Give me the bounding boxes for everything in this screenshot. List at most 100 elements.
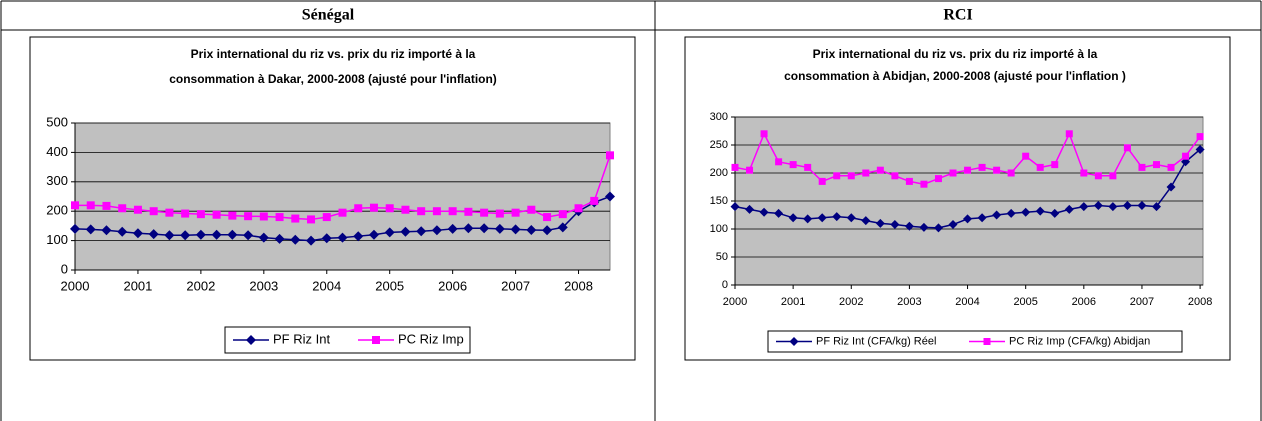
chart-title: Prix international du riz vs. prix du ri…	[813, 47, 1098, 61]
marker	[1036, 163, 1044, 171]
marker	[934, 175, 942, 183]
marker	[211, 229, 222, 240]
marker	[1035, 206, 1045, 216]
marker	[290, 234, 301, 245]
marker	[417, 207, 426, 216]
chart-title: consommation à Abidjan, 2000-2008 (ajust…	[784, 69, 1126, 83]
marker	[759, 207, 769, 217]
marker	[543, 213, 552, 222]
marker	[368, 229, 379, 240]
marker	[1050, 208, 1060, 218]
x-tick-label: 2001	[781, 296, 805, 308]
x-tick-label: 2004	[312, 278, 341, 293]
marker	[833, 172, 841, 180]
y-tick-label: 200	[46, 203, 68, 218]
marker	[1022, 152, 1030, 160]
marker	[321, 233, 332, 244]
marker	[385, 204, 394, 213]
marker	[606, 151, 614, 160]
y-tick-label: 200	[710, 167, 728, 179]
marker	[132, 228, 143, 239]
marker	[164, 230, 175, 241]
marker	[322, 213, 331, 222]
x-tick-label: 2007	[501, 278, 530, 293]
marker	[861, 216, 871, 226]
marker	[745, 204, 755, 214]
marker	[246, 335, 256, 345]
x-tick-label: 2004	[955, 296, 979, 308]
marker	[384, 227, 395, 238]
marker	[558, 210, 567, 219]
legend-label: PC Riz Imp (CFA/kg) Abidjan	[1009, 335, 1150, 347]
plot-area	[74, 122, 611, 271]
marker	[949, 169, 957, 177]
marker	[862, 169, 870, 177]
y-tick-label: 250	[710, 139, 728, 151]
marker	[353, 231, 364, 242]
marker	[447, 223, 458, 234]
marker	[86, 201, 95, 210]
marker	[933, 223, 943, 233]
y-tick-label: 300	[710, 111, 728, 123]
marker	[118, 204, 127, 213]
marker	[1122, 200, 1132, 210]
marker	[526, 225, 537, 236]
marker	[1182, 152, 1190, 160]
marker	[920, 180, 928, 188]
legend-label: PF Riz Int	[273, 331, 330, 346]
marker	[1006, 208, 1016, 218]
marker	[70, 223, 80, 234]
marker	[1138, 163, 1146, 171]
x-tick-label: 2006	[1072, 296, 1096, 308]
table-header: Sénégal	[302, 7, 355, 24]
marker	[978, 163, 986, 171]
marker	[774, 208, 784, 218]
marker	[338, 208, 347, 217]
marker	[495, 209, 504, 218]
marker	[1167, 163, 1175, 171]
marker	[1108, 202, 1118, 212]
marker	[1080, 169, 1088, 177]
marker	[463, 223, 474, 234]
marker	[400, 226, 411, 237]
y-tick-label: 300	[46, 173, 68, 188]
marker	[904, 221, 914, 231]
marker	[117, 226, 128, 237]
marker	[1051, 161, 1059, 169]
marker	[306, 235, 317, 246]
marker	[401, 205, 410, 214]
marker	[1094, 172, 1102, 180]
marker	[243, 230, 254, 241]
chart-title: consommation à Dakar, 2000-2008 (ajusté …	[169, 72, 497, 86]
marker	[1064, 204, 1074, 214]
marker	[181, 209, 190, 218]
marker	[195, 229, 206, 240]
marker	[1195, 144, 1205, 154]
marker	[275, 213, 284, 222]
marker	[510, 224, 521, 235]
marker	[101, 225, 112, 236]
x-tick-label: 2001	[123, 278, 152, 293]
marker	[511, 208, 520, 217]
marker	[832, 212, 842, 222]
marker	[963, 214, 973, 224]
marker	[149, 207, 158, 216]
y-tick-label: 150	[710, 195, 728, 207]
legend-label: PC Riz Imp	[398, 331, 464, 346]
y-tick-label: 400	[46, 144, 68, 159]
y-tick-label: 100	[710, 223, 728, 235]
marker	[1065, 130, 1073, 138]
marker	[789, 161, 797, 169]
marker	[803, 214, 813, 224]
marker	[148, 229, 159, 240]
marker	[464, 207, 473, 216]
marker	[259, 212, 268, 221]
marker	[804, 163, 812, 171]
marker	[746, 166, 754, 174]
marker	[847, 172, 855, 180]
y-tick-label: 50	[716, 251, 728, 263]
marker	[1152, 161, 1160, 169]
marker	[354, 204, 363, 213]
x-tick-label: 2008	[1188, 296, 1212, 308]
